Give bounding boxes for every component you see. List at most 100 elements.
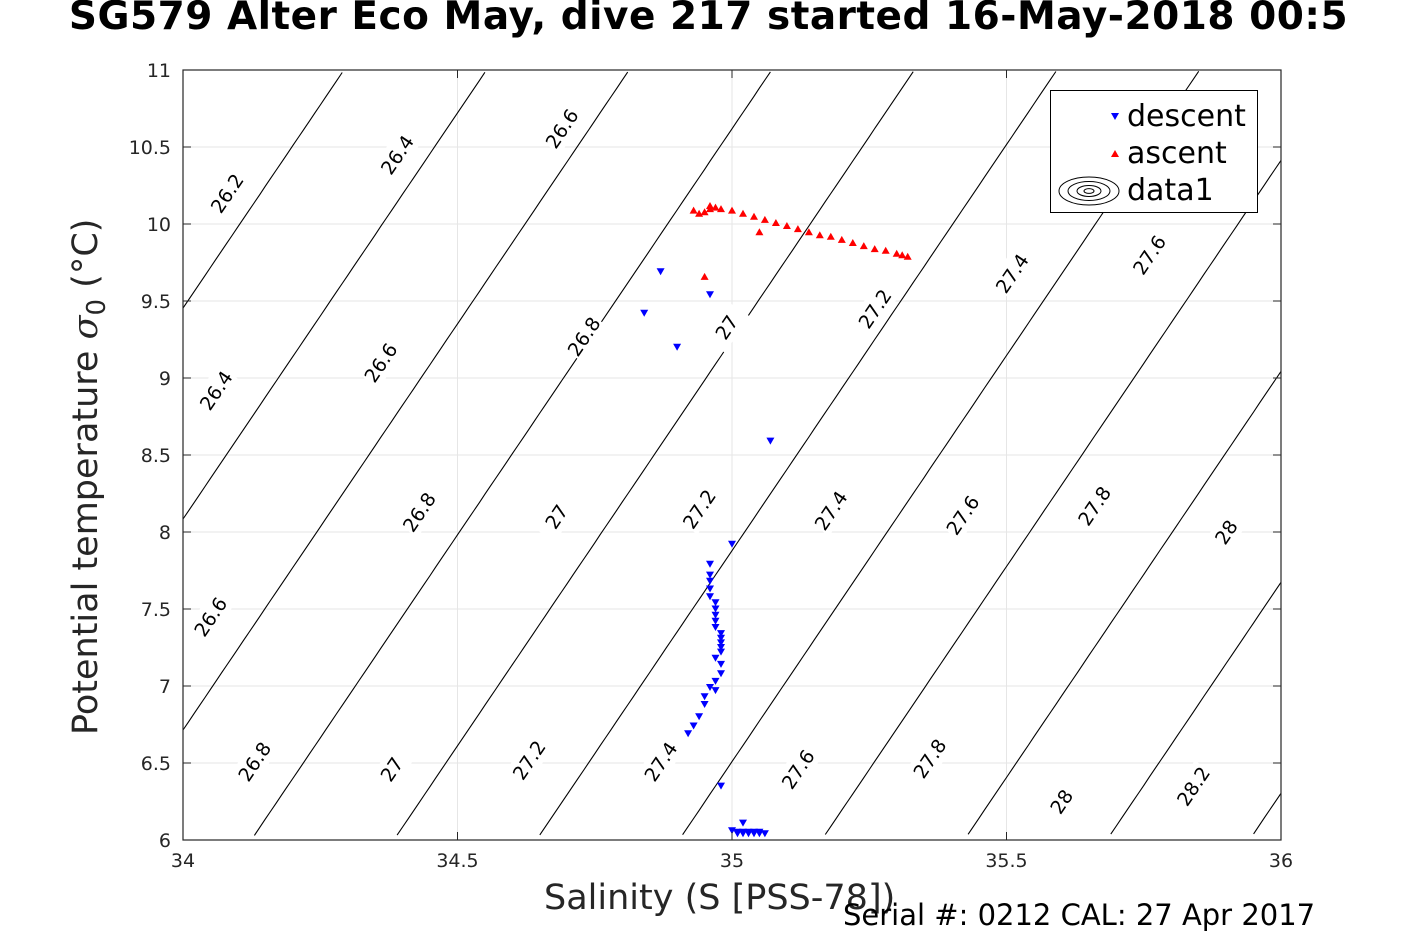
chart-title: SG579 Alter Eco May, dive 217 started 16… [68,0,1349,39]
ascent-point [848,239,857,246]
contour-label: 27.2 [851,283,898,335]
contour-label-bg [1126,229,1173,281]
ascent-point [771,219,780,226]
contour-label: 26.4 [374,129,421,181]
descent-marker-icon [1111,113,1119,120]
descent-point [700,693,709,701]
y-tick-label: 11 [147,60,171,82]
contour-label: 27.8 [906,732,953,784]
descent-point [760,830,769,838]
ascent-point [700,208,709,216]
descent-point [711,599,720,607]
contour-label: 27.6 [1126,229,1173,281]
contour-label-bg [203,167,250,219]
descent-point [717,639,725,647]
contour-label: 27.4 [637,735,684,788]
descent-point [717,660,725,668]
x-tick-label: 34.5 [436,850,478,872]
y-tick-label: 7 [159,676,171,698]
contour-label: 28.2 [1170,760,1217,812]
contour-label: 27 [533,491,580,543]
x-tick-label: 35 [720,850,744,872]
legend: descent ascent data1 [1050,90,1258,213]
descent-series [640,268,775,838]
axis-ticks: 34 34.5 35 35.5 36 6 6.5 7 7.5 8 8.5 9 9.5 10 10.5 11 [129,60,1293,872]
contour-label-bg [357,337,404,389]
contour-line-27 [396,71,914,836]
ascent-point [700,272,709,280]
contour-label: 26.8 [231,735,278,788]
descent-point [706,577,714,585]
descent-point [711,605,720,613]
ascent-point [793,225,802,233]
ascent-point [728,206,736,214]
y-tick-label: 10.5 [129,137,171,159]
descent-point [711,624,720,631]
ascent-point [826,232,835,240]
descent-point [711,654,720,662]
descent-point [673,343,682,351]
contour-label: 26.8 [396,486,443,538]
descent-point [711,611,720,619]
x-tick-label: 34 [171,850,195,872]
contour-label-bg [368,743,415,795]
ascent-point [837,235,846,243]
descent-point [728,540,736,548]
contour-label-bg [637,735,684,788]
ascent-point [881,246,890,254]
contour-label-bg [807,484,854,536]
contour-label: 28 [1038,775,1085,828]
contour-label: 27.8 [1071,480,1118,532]
contour-line-28-2 [1253,792,1282,835]
contour-label: 26.6 [357,337,404,389]
legend-label-descent: descent [1127,99,1246,134]
ascent-point [870,245,879,253]
contour-label-bg [560,310,607,362]
y-axis-label-symbol: σ [66,315,106,340]
contour-line-28 [1110,581,1282,835]
descent-point [706,593,714,601]
descent-point [717,648,725,656]
descent-point [711,677,720,685]
descent-point [717,630,725,638]
contour-label: 26.6 [187,591,234,643]
ascent-point [903,252,912,260]
x-tick-label: 35.5 [985,850,1027,872]
ascent-point [804,228,813,236]
contour-label: 27.6 [939,489,986,541]
legend-item-ascent: ascent [1051,136,1257,172]
contour-line-27-8 [967,371,1282,835]
legend-item-descent: descent [1051,99,1257,135]
ascent-point [739,209,747,217]
contour-label-bg [1038,775,1085,828]
contour-legend-icon [1058,176,1120,206]
x-tick-label: 36 [1269,850,1293,872]
ascent-point [898,251,907,259]
contour-label-bg [505,734,552,786]
y-tick-label: 6 [159,830,171,852]
descent-point [717,670,725,678]
y-tick-label: 10 [147,214,171,236]
ascent-point [755,228,764,236]
contour-label: 27.4 [988,247,1036,299]
contour-label: 27.6 [774,743,821,795]
contour-label: 27 [368,743,415,795]
descent-point [656,268,665,276]
descent-point [706,585,714,593]
descent-point [695,713,704,721]
contour-label: 26.4 [192,364,239,416]
ascent-point [689,206,698,214]
contour-label-bg [988,247,1036,299]
contour-label: 26.2 [203,167,250,219]
descent-point [706,571,714,579]
contour-line-26-6 [182,71,629,731]
contour-label-bg [231,735,278,788]
contour-label-bg [906,732,953,784]
ascent-series [689,202,912,280]
contour-label-bg [1071,480,1118,532]
contour-label: 26.8 [560,310,607,362]
x-axis-label: Salinity (S [PSS-78]) [544,878,896,918]
legend-item-data1: data1 [1051,173,1257,209]
contour-label: 27.2 [676,483,723,535]
descent-point [717,644,725,651]
